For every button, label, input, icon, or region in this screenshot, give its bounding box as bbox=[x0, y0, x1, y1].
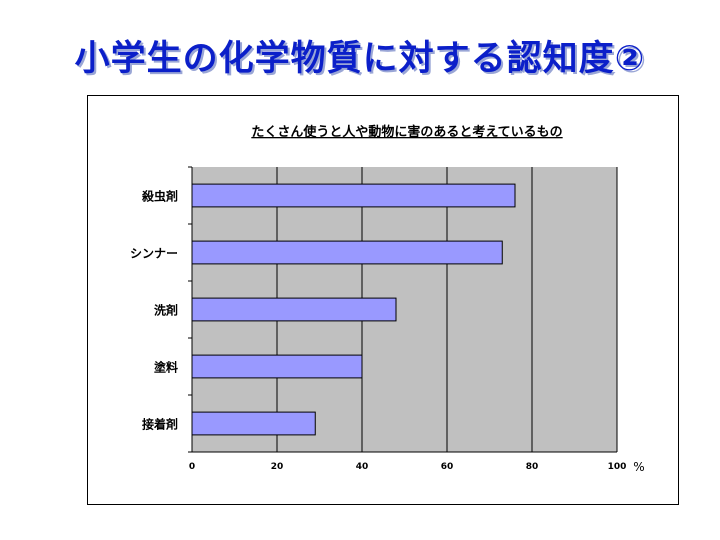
x-tick-label: 0 bbox=[189, 462, 195, 472]
category-label: シンナー bbox=[130, 247, 178, 261]
bar bbox=[191, 354, 363, 379]
bar bbox=[191, 183, 516, 208]
x-tick-label: 60 bbox=[441, 462, 454, 472]
slide-title: 小学生の化学物質に対する認知度② bbox=[74, 39, 646, 79]
category-label: 殺虫剤 bbox=[141, 189, 178, 204]
bar bbox=[191, 411, 316, 436]
category-label: 洗剤 bbox=[154, 303, 178, 318]
category-label: 接着剤 bbox=[142, 417, 178, 432]
chart-title: たくさん使うと人や動物に害のあると考えているもの bbox=[251, 124, 562, 140]
category-label: 塗料 bbox=[154, 360, 178, 375]
x-tick-label: 20 bbox=[271, 462, 284, 472]
bar bbox=[191, 297, 397, 322]
x-tick-label: 100 bbox=[608, 462, 627, 472]
x-tick-label: 80 bbox=[526, 462, 539, 472]
x-axis-unit: % bbox=[633, 460, 644, 474]
x-tick-label: 40 bbox=[356, 462, 369, 472]
bar bbox=[191, 240, 503, 265]
